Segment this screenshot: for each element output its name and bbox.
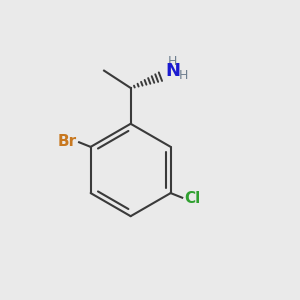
Text: Br: Br (58, 134, 77, 149)
Text: H: H (168, 55, 178, 68)
Text: N: N (165, 62, 180, 80)
Text: Cl: Cl (184, 191, 200, 206)
Text: H: H (178, 69, 188, 82)
